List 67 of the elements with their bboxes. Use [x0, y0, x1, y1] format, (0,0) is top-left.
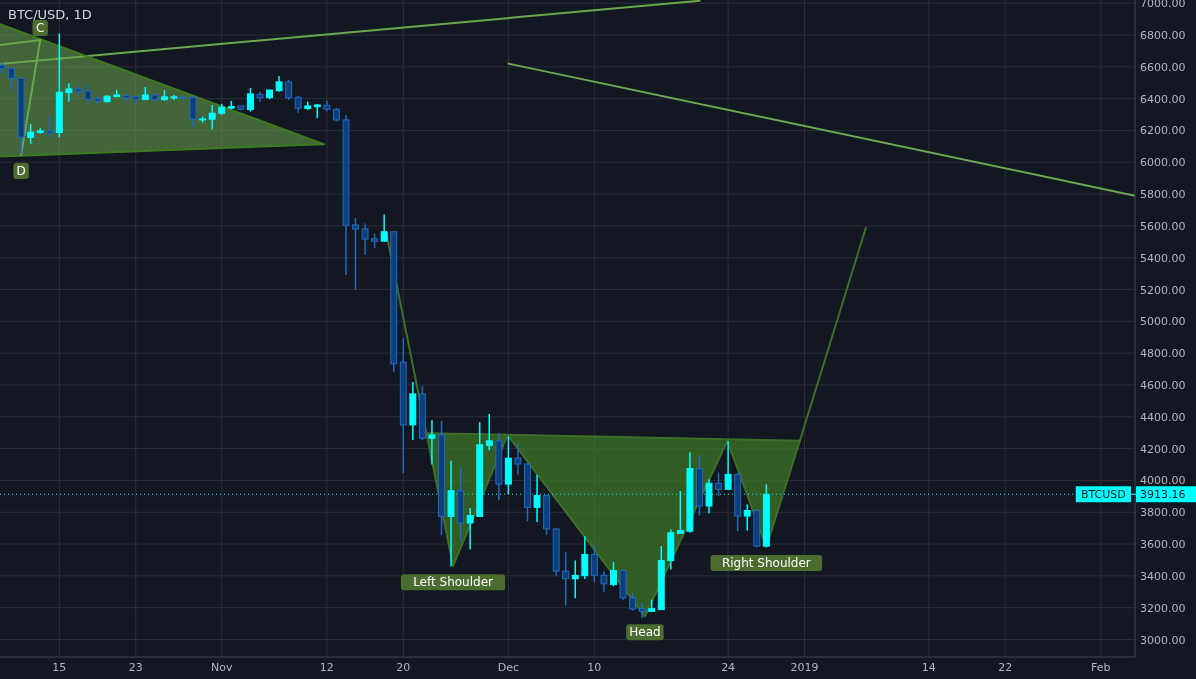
y-tick-label: 7000.00 [1140, 0, 1186, 11]
y-tick-label: 3600.00 [1140, 538, 1186, 552]
candlestick [428, 419, 436, 466]
candlestick [352, 217, 359, 291]
candlestick [590, 544, 598, 583]
x-tick-label: 2019 [790, 661, 819, 674]
y-tick-label: 4600.00 [1140, 378, 1186, 392]
candlestick [715, 471, 723, 497]
annotation: Head [629, 625, 661, 640]
y-tick-label: 3400.00 [1140, 569, 1186, 583]
y-tick-label: 4200.00 [1140, 442, 1186, 456]
x-tick-label: 22 [998, 661, 1013, 674]
x-tick-label: 24 [721, 661, 736, 674]
candlestick [562, 551, 570, 607]
y-tick-label: 5800.00 [1140, 188, 1186, 202]
candlestick [466, 507, 474, 551]
text: BTC/USD, 1D [8, 7, 92, 22]
candlestick [676, 490, 684, 535]
y-tick-label: 6600.00 [1140, 60, 1186, 74]
x-tick-label: 10 [587, 661, 602, 674]
annotation: Right Shoulder [721, 555, 811, 570]
candlestick [380, 213, 388, 243]
candlestick [638, 602, 646, 619]
candlestick [514, 442, 522, 476]
candlestick [46, 115, 54, 139]
candlestick [84, 83, 92, 105]
candlestick [189, 95, 197, 129]
y-tick-label: 6800.00 [1140, 29, 1186, 42]
y-tick-label: 5600.00 [1140, 219, 1186, 233]
y-tick-label: 6000.00 [1140, 156, 1186, 170]
annotation: D [16, 164, 26, 179]
candlestick [361, 222, 369, 256]
x-tick-label: 20 [396, 661, 411, 674]
candlestick [27, 123, 35, 145]
x-tick-label: Feb [1091, 661, 1111, 674]
candlestick [600, 570, 608, 593]
text: 3913.16 [1140, 488, 1186, 502]
candlestick [246, 87, 254, 113]
y-tick-label: 5200.00 [1140, 283, 1186, 297]
candlestick [581, 535, 589, 580]
y-tick-label: 4000.00 [1140, 474, 1186, 488]
x-tick-label: 15 [52, 661, 67, 674]
y-tick-label: 3800.00 [1140, 506, 1186, 520]
y-tick-label: 4400.00 [1140, 410, 1186, 424]
y-tick-label: 5400.00 [1140, 251, 1186, 265]
annotation: C [36, 21, 45, 36]
candlestick [743, 503, 751, 532]
candlestick [485, 413, 493, 451]
y-tick-label: 4800.00 [1140, 347, 1186, 361]
y-tick-label: 6200.00 [1140, 124, 1186, 138]
candlestick [65, 82, 73, 103]
x-tick-label: Nov [211, 661, 233, 674]
x-tick-label: Dec [497, 661, 520, 674]
x-tick-label: 12 [319, 661, 334, 674]
y-tick-label: 3000.00 [1140, 633, 1186, 647]
y-tick-label: 6400.00 [1140, 92, 1186, 106]
candlestick [724, 440, 732, 491]
ref-line-label: BTCUSD [1080, 488, 1126, 502]
y-tick-label: 3200.00 [1140, 601, 1186, 615]
x-tick-label: 23 [128, 661, 143, 674]
annotation: Left Shoulder [413, 575, 494, 590]
candlestick [571, 559, 579, 600]
x-tick-label: 14 [921, 661, 936, 674]
y-tick-label: 5000.00 [1140, 315, 1186, 329]
candlestick [610, 561, 617, 587]
candlestick [208, 104, 216, 130]
candlestick [285, 79, 293, 101]
